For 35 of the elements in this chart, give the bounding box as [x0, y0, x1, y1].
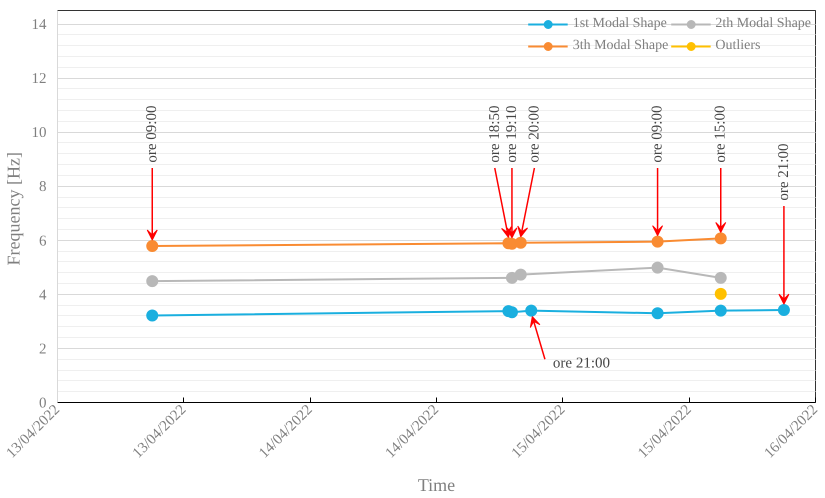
y-tick-label: 4: [39, 287, 47, 304]
y-tick-label: 12: [32, 71, 46, 88]
point: [514, 236, 527, 249]
legend-label: Outliers: [715, 38, 760, 54]
annotation: ore 21:00: [552, 355, 610, 372]
y-tick-label: 6: [39, 233, 47, 250]
annotation: ore 20:00: [526, 106, 542, 163]
y-tick-label: 10: [32, 125, 46, 142]
point: [652, 236, 664, 248]
legend-label: 2th Modal Shape: [715, 16, 811, 32]
y-axis-title: Frequency [Hz]: [4, 152, 24, 266]
point: [714, 272, 727, 284]
point: [714, 232, 727, 244]
annotation: ore 18:50: [486, 106, 503, 163]
point: [714, 304, 727, 317]
point: [714, 288, 727, 300]
y-tick-label: 14: [32, 17, 47, 34]
point: [146, 275, 158, 288]
legend-label: 1st Modal Shape: [572, 16, 667, 32]
annotation: ore 15:00: [712, 106, 729, 163]
y-tick-label: 8: [39, 179, 46, 196]
point: [525, 304, 538, 317]
point: [146, 309, 158, 322]
x-axis-title: Time: [418, 475, 456, 496]
y-tick-label: 2: [39, 341, 46, 358]
annotation: ore 21:00: [776, 144, 792, 201]
point: [652, 307, 664, 320]
point: [778, 304, 790, 316]
point: [146, 240, 158, 252]
annotation: ore 09:00: [144, 106, 160, 163]
point: [652, 262, 664, 274]
point: [514, 268, 527, 281]
annotation: ore 09:00: [650, 106, 666, 163]
legend-label: 3th Modal Shape: [572, 38, 668, 54]
annotation: ore 19:10: [504, 106, 520, 163]
